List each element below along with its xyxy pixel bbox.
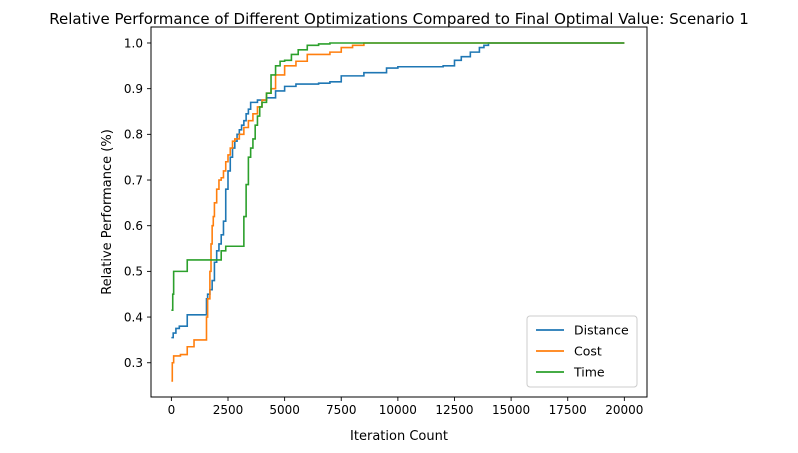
legend-label-time: Time [573, 365, 605, 380]
x-axis: 0 2500 5000 7500 10000 12500 15000 17500 20000 [168, 397, 643, 417]
series-line-distance [171, 42, 625, 339]
series-line-cost [171, 42, 625, 382]
y-tick-label: 0.8 [124, 128, 143, 142]
y-tick-label: 0.3 [124, 356, 143, 370]
x-tick-label: 17500 [549, 403, 587, 417]
y-tick-label: 0.5 [124, 265, 143, 279]
legend: Distance Cost Time [526, 315, 638, 388]
x-tick-label: 5000 [269, 403, 300, 417]
x-tick-label: 15000 [492, 403, 530, 417]
x-tick-label: 2500 [213, 403, 244, 417]
y-axis-label: Relative Performance (%) [100, 129, 115, 295]
y-tick-label: 0.4 [124, 310, 143, 324]
legend-label-distance: Distance [574, 323, 629, 338]
x-axis-label: Iteration Count [350, 429, 448, 444]
y-tick-label: 1.0 [124, 36, 143, 50]
plot-area [171, 42, 625, 382]
legend-label-cost: Cost [574, 344, 602, 359]
y-tick-label: 0.9 [124, 82, 143, 96]
y-axis: 0.3 0.4 0.5 0.6 0.7 0.8 0.9 1.0 [124, 36, 151, 370]
legend-box [526, 315, 638, 388]
x-tick-label: 0 [168, 403, 176, 417]
y-tick-label: 0.7 [124, 173, 143, 187]
axes-frame [150, 26, 648, 398]
x-tick-label: 12500 [435, 403, 473, 417]
series-line-time [171, 42, 625, 312]
chart-title: Relative Performance of Different Optimi… [49, 10, 749, 28]
x-tick-label: 10000 [379, 403, 417, 417]
x-tick-label: 7500 [326, 403, 357, 417]
x-tick-label: 20000 [605, 403, 643, 417]
y-tick-label: 0.6 [124, 219, 143, 233]
